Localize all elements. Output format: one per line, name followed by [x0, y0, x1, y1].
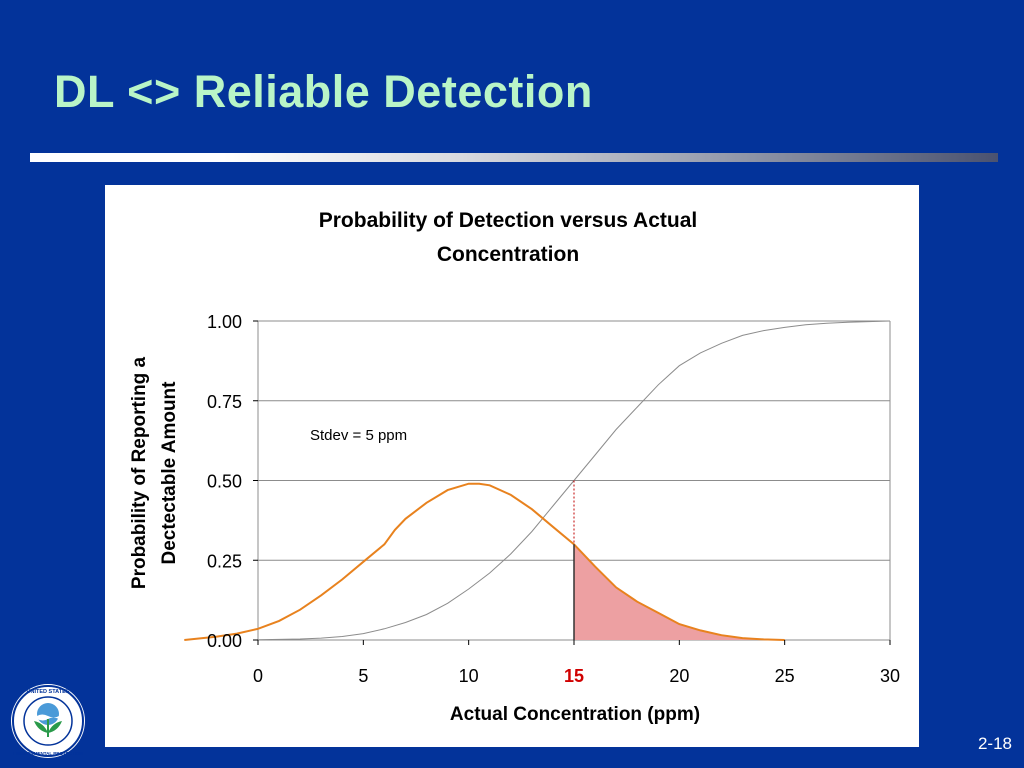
- chart-title-line-2: Concentration: [437, 243, 579, 266]
- slide-number: 2-18: [977, 734, 1012, 753]
- stdev-annotation: Stdev = 5 ppm: [310, 427, 407, 444]
- x-tick-label-3: 15: [564, 666, 584, 686]
- y-tick-label-0: 0.00: [207, 631, 242, 651]
- chart-panel: Probability of Detection versus Actual C…: [105, 185, 919, 747]
- chart-svg: Probability of Detection versus Actual C…: [129, 209, 900, 725]
- x-tick-label-2: 10: [459, 666, 479, 686]
- y-axis-label-line-1: Probability of Reporting a: [129, 356, 150, 589]
- slide-title: DL <> Reliable Detection: [54, 66, 593, 117]
- shaded-region: [574, 544, 785, 640]
- y-tick-label-3: 0.75: [207, 392, 242, 412]
- y-tick-label-1: 0.25: [207, 551, 242, 571]
- x-axis-label: Actual Concentration (ppm): [450, 704, 700, 725]
- epa-logo: UNITED STATES ENVIRONMENTAL PROTECTION: [11, 684, 85, 758]
- logo-text-upper: UNITED STATES: [27, 689, 70, 695]
- x-tick-label-1: 5: [358, 666, 368, 686]
- y-axis-label-line-2: Dectectable Amount: [159, 381, 180, 565]
- shaded-area-group: [574, 544, 785, 640]
- x-ticks: 0 5 10 15 20 25 30: [253, 640, 900, 686]
- x-tick-label-5: 25: [775, 666, 795, 686]
- y-tick-label-2: 0.50: [207, 472, 242, 492]
- logo-text-lower: ENVIRONMENTAL PROTECTION: [13, 751, 83, 756]
- title-rule: [30, 153, 998, 162]
- x-tick-label-0: 0: [253, 666, 263, 686]
- series-line-pdf: [184, 482, 785, 641]
- y-tick-label-4: 1.00: [207, 312, 242, 332]
- chart-title-line-1: Probability of Detection versus Actual: [319, 209, 697, 232]
- x-tick-label-6: 30: [880, 666, 900, 686]
- y-ticks: 0.00 0.25 0.50 0.75 1.00: [207, 312, 258, 651]
- x-tick-label-4: 20: [669, 666, 689, 686]
